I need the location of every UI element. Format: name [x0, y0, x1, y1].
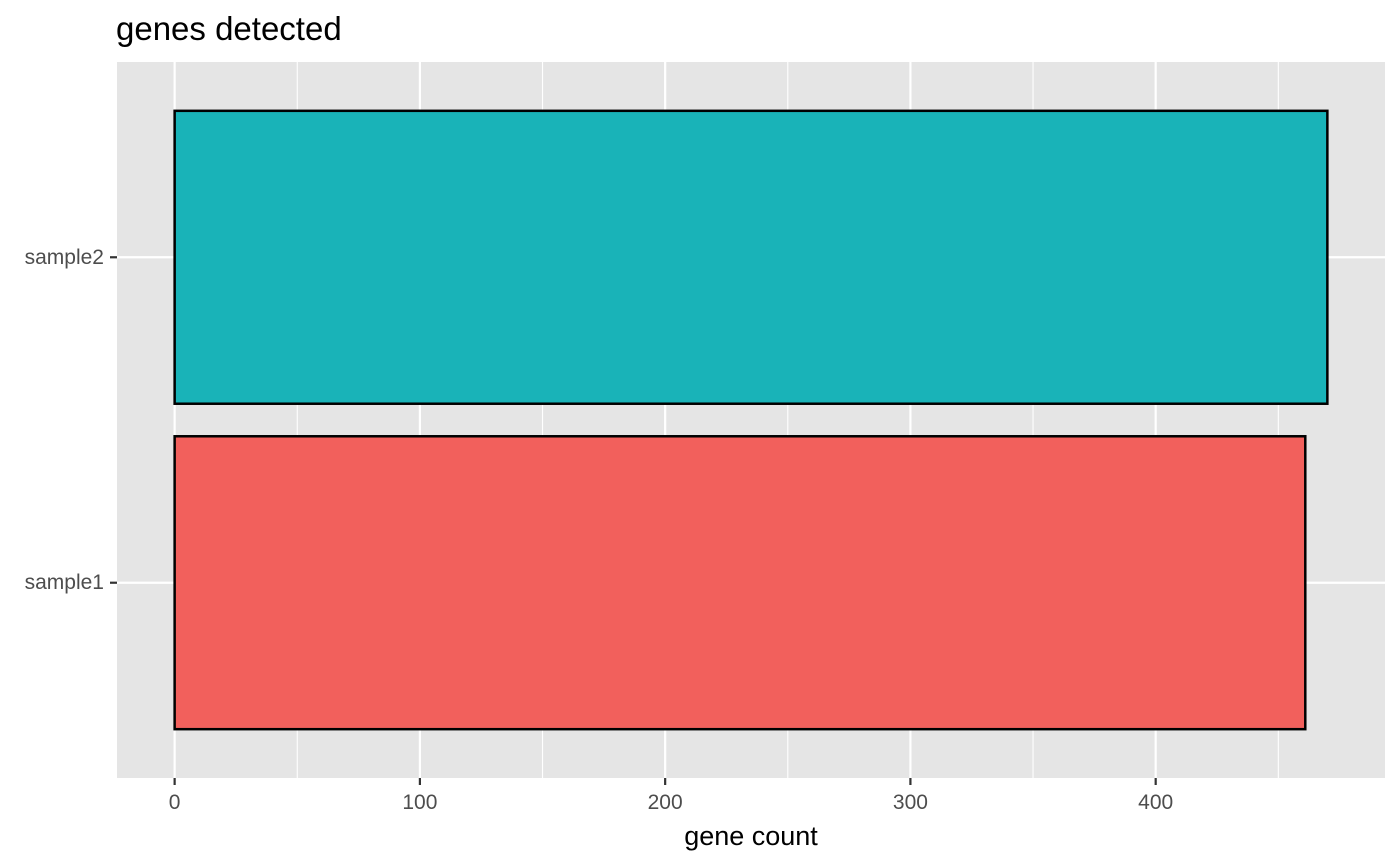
x-tick-label-400: 400 — [1138, 791, 1173, 814]
bar-sample1 — [173, 435, 1307, 731]
x-tick-label-200: 200 — [648, 791, 683, 814]
y-axis: sample1 sample2 — [25, 246, 117, 594]
x-tick-label-300: 300 — [893, 791, 928, 814]
x-tick-label-0: 0 — [169, 791, 181, 814]
y-tick-label-sample1: sample1 — [25, 571, 104, 594]
y-tick-label-sample2: sample2 — [25, 246, 104, 269]
bars — [173, 109, 1329, 731]
x-axis: 0 100 200 300 400 — [169, 778, 1173, 814]
x-axis-title: gene count — [684, 821, 818, 851]
x-tick-label-100: 100 — [402, 791, 437, 814]
bar-sample2 — [173, 109, 1329, 405]
chart-title: genes detected — [116, 10, 342, 47]
